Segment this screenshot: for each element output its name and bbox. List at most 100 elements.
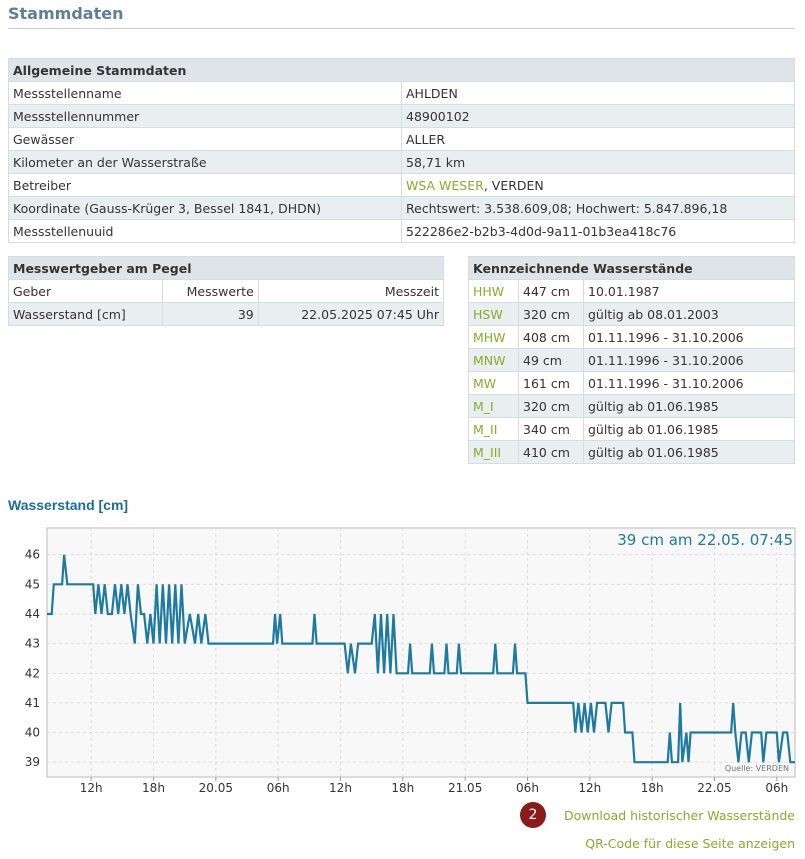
y-tick-label: 46 bbox=[25, 548, 40, 562]
link[interactable]: WSA WESER bbox=[406, 177, 484, 193]
cell: 320 cm bbox=[518, 302, 584, 326]
general-table: Allgemeine Stammdaten Messstellenname AHLD… bbox=[8, 58, 795, 243]
cell: 01.11.1996 - 31.10.2006 bbox=[583, 371, 795, 395]
x-tick-label: 18h bbox=[391, 781, 414, 795]
value: Rechtswert: 3.538.609,08; Hochwert: 5.84… bbox=[401, 196, 795, 220]
x-tick-label: 12h bbox=[578, 781, 601, 795]
header-row: Allgemeine Stammdaten bbox=[8, 58, 795, 82]
y-tick-label: 40 bbox=[25, 726, 40, 740]
row: MNW 49 cm 01.11.1996 - 31.10.2006 bbox=[468, 348, 795, 372]
row: MHW 408 cm 01.11.1996 - 31.10.2006 bbox=[468, 325, 795, 349]
cell[interactable]: MNW bbox=[468, 348, 519, 372]
qr-link[interactable]: QR-Code für diese Seite anzeigen bbox=[585, 836, 795, 851]
cell: 410 cm bbox=[518, 440, 584, 464]
label: Messstellenuuid bbox=[8, 219, 402, 243]
row: Gewässer ALLER bbox=[8, 127, 795, 151]
title-rule bbox=[8, 28, 795, 29]
value-text: 48900102 bbox=[406, 108, 470, 124]
cell[interactable]: M_I bbox=[468, 394, 519, 418]
line bbox=[47, 554, 795, 764]
y-tick-label: 42 bbox=[25, 666, 40, 680]
column-header: Messzeit bbox=[257, 279, 445, 303]
row: Kilometer an der Wasserstraße 58,71 km bbox=[8, 150, 795, 174]
label: Messstellennummer bbox=[8, 104, 402, 128]
row: M_I 320 cm gültig ab 01.06.1985 bbox=[468, 394, 795, 418]
value: AHLDEN bbox=[401, 81, 795, 105]
x-tick-label: 22.05 bbox=[697, 781, 731, 795]
y-tick-label: 45 bbox=[25, 577, 40, 591]
row: Messstellenuuid 522286e2-b2b3-4d0d-9a11-0… bbox=[8, 219, 795, 243]
cell: Wasserstand [cm] bbox=[8, 302, 163, 326]
value-text: 522286e2-b2b3-4d0d-9a11-01b3ea418c76 bbox=[406, 223, 677, 239]
cell: gültig ab 01.06.1985 bbox=[583, 440, 795, 464]
source: Quelle: VERDEN bbox=[725, 764, 789, 773]
value: 522286e2-b2b3-4d0d-9a11-01b3ea418c76 bbox=[401, 219, 795, 243]
value-text: , VERDEN bbox=[483, 177, 544, 193]
table-title: Kennzeichnende Wasserstände bbox=[468, 256, 795, 280]
row: Messstellenname AHLDEN bbox=[8, 81, 795, 105]
column-header: Messwerte bbox=[161, 279, 259, 303]
header-row: Kennzeichnende Wasserstände bbox=[468, 256, 795, 280]
badge: 2 bbox=[520, 802, 546, 828]
x-tick-label: 12h bbox=[80, 781, 103, 795]
cell: gültig ab 01.06.1985 bbox=[583, 394, 795, 418]
cell[interactable]: HSW bbox=[468, 302, 519, 326]
x-tick-label: 06h bbox=[516, 781, 539, 795]
cell[interactable]: M_III bbox=[468, 440, 519, 464]
cell: 49 cm bbox=[518, 348, 584, 372]
cell: 01.11.1996 - 31.10.2006 bbox=[583, 325, 795, 349]
download-link[interactable]: Download historischer Wasserstände bbox=[564, 808, 795, 823]
cell: 408 cm bbox=[518, 325, 584, 349]
row: Geber Messwerte Messzeit bbox=[8, 279, 445, 303]
row: Wasserstand [cm] 39 22.05.2025 07:45 Uhr bbox=[8, 302, 445, 326]
cell: 22.05.2025 07:45 Uhr bbox=[257, 302, 445, 326]
row: Koordinate (Gauss-Krüger 3, Bessel 1841,… bbox=[8, 196, 795, 220]
row: M_III 410 cm gültig ab 01.06.1985 bbox=[468, 440, 795, 464]
table-title: Allgemeine Stammdaten bbox=[8, 58, 795, 82]
cell[interactable]: MW bbox=[468, 371, 519, 395]
label: Kilometer an der Wasserstraße bbox=[8, 150, 402, 174]
value-text: Rechtswert: 3.538.609,08; Hochwert: 5.84… bbox=[406, 200, 728, 216]
label: Betreiber bbox=[8, 173, 402, 197]
cell: 01.11.1996 - 31.10.2006 bbox=[583, 348, 795, 372]
cell: 39 bbox=[161, 302, 259, 326]
cell: gültig ab 08.01.2003 bbox=[583, 302, 795, 326]
y-tick-label: 44 bbox=[25, 607, 40, 621]
x-tick-label: 12h bbox=[329, 781, 352, 795]
row: MW 161 cm 01.11.1996 - 31.10.2006 bbox=[468, 371, 795, 395]
cell[interactable]: M_II bbox=[468, 417, 519, 441]
chart: 39 40 41 42 43 44 45 46 12h 18h 20.05 06h 12h 18h 21.0… bbox=[25, 527, 796, 795]
x-tick-label: 06h bbox=[267, 781, 290, 795]
value: 58,71 km bbox=[401, 150, 795, 174]
value: 48900102 bbox=[401, 104, 795, 128]
cell[interactable]: MHW bbox=[468, 325, 519, 349]
cell[interactable]: HHW bbox=[468, 279, 519, 303]
cell: 447 cm bbox=[518, 279, 584, 303]
cell: 10.01.1987 bbox=[583, 279, 795, 303]
label: Messstellenname bbox=[8, 81, 402, 105]
levels-table: Kennzeichnende Wasserstände HHW 447 cm 10.0… bbox=[468, 256, 795, 464]
gauge-table: Messwertgeber am Pegel Geber Messwerte Mess… bbox=[8, 256, 445, 326]
cell: gültig ab 01.06.1985 bbox=[583, 417, 795, 441]
row: Betreiber WSA WESER, VERDEN bbox=[8, 173, 795, 197]
value-text: AHLDEN bbox=[406, 85, 458, 101]
x-tick-label: 18h bbox=[641, 781, 664, 795]
row: HSW 320 cm gültig ab 08.01.2003 bbox=[468, 302, 795, 326]
column-header: Geber bbox=[8, 279, 163, 303]
y-tick-label: 43 bbox=[25, 637, 40, 651]
row: HHW 447 cm 10.01.1987 bbox=[468, 279, 795, 303]
value: WSA WESER, VERDEN bbox=[401, 173, 795, 197]
row: M_II 340 cm gültig ab 01.06.1985 bbox=[468, 417, 795, 441]
cell: 161 cm bbox=[518, 371, 584, 395]
value: ALLER bbox=[401, 127, 795, 151]
y-tick-label: 39 bbox=[25, 755, 40, 769]
value-text: 58,71 km bbox=[406, 154, 466, 170]
header-row: Messwertgeber am Pegel bbox=[8, 256, 444, 280]
cell: 320 cm bbox=[518, 394, 584, 418]
value-text: ALLER bbox=[406, 131, 446, 147]
x-tick-label: 21.05 bbox=[448, 781, 482, 795]
x-tick-label: 20.05 bbox=[199, 781, 233, 795]
label: Koordinate (Gauss-Krüger 3, Bessel 1841,… bbox=[8, 196, 402, 220]
row: Messstellennummer 48900102 bbox=[8, 104, 795, 128]
